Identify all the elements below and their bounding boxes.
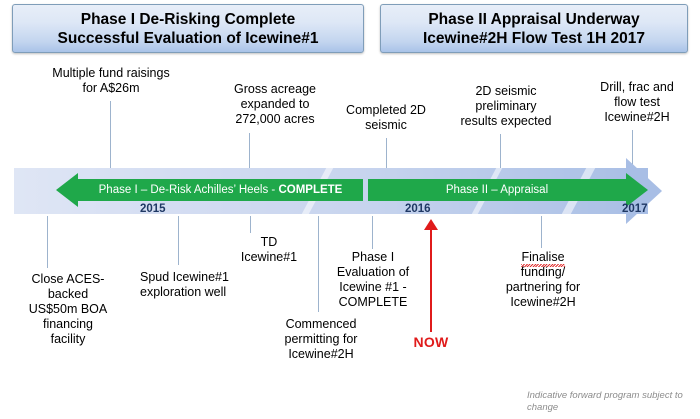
now-arrow-shaft xyxy=(430,228,432,332)
callout-2d-seismic-preliminary: 2D seismic preliminary results expected xyxy=(460,84,552,128)
now-label: NOW xyxy=(413,334,449,350)
callout-drill-frac-flow-test: Drill, frac and flow test Icewine#2H xyxy=(600,80,674,124)
callout-td-icewine1: TD Icewine#1 xyxy=(240,235,298,264)
banner-phase-1-line1: Phase I De-Risking Complete xyxy=(80,11,296,28)
leader-line-completed-2d-seismic xyxy=(386,138,387,181)
callout-spud-icewine1: Spud Icewine#1 exploration well xyxy=(140,270,229,299)
leader-line-fund-raisings xyxy=(110,101,111,181)
leader-line-2d-seismic-preliminary xyxy=(500,134,501,181)
callout-finalise-funding: Finalise funding/ partnering for Icewine… xyxy=(482,250,604,310)
leader-line-spud-icewine1 xyxy=(178,216,179,265)
callout-gross-acreage: Gross acreage expanded to 272,000 acres xyxy=(234,82,316,126)
phase-2-arrow-label: Phase II – Appraisal xyxy=(445,184,549,196)
callout-multiple-fund-raisings: Multiple fund raisings for A$26m xyxy=(52,66,170,95)
callout-commenced-permitting: Commenced permitting for Icewine#2H xyxy=(284,317,358,361)
year-label-2015: 2015 xyxy=(140,203,166,215)
now-arrow-icon xyxy=(424,219,438,230)
footnote-text: Indicative forward program subject to ch… xyxy=(527,390,683,413)
leader-line-drill-frac-flow-test xyxy=(632,130,633,181)
year-label-2017: 2017 xyxy=(622,203,648,215)
finalise-word: Finalise xyxy=(521,250,565,267)
finalise-rest: funding/ partnering for Icewine#2H xyxy=(505,265,581,309)
banner-phase-1: Phase I De-Risking Complete Successful E… xyxy=(12,4,364,53)
leader-line-finalise-funding xyxy=(541,216,542,248)
phase-2-arrow: Phase II – Appraisal xyxy=(368,179,626,201)
banner-phase-1-line2: Successful Evaluation of Icewine#1 xyxy=(57,30,319,47)
banner-phase-2-line1: Phase II Appraisal Underway xyxy=(428,11,640,28)
callout-close-aces-facility: Close ACES- backed US$50m BOA financing … xyxy=(28,272,108,346)
banner-phase-2-line2: Icewine#2H Flow Test 1H 2017 xyxy=(423,30,645,47)
year-label-2016: 2016 xyxy=(405,203,431,215)
leader-line-gross-acreage xyxy=(249,133,250,181)
callout-completed-2d-seismic: Completed 2D seismic xyxy=(346,103,426,132)
leader-line-td-icewine1 xyxy=(250,216,251,233)
phase-1-arrow: Phase I – De-Risk Achilles’ Heels - COMP… xyxy=(78,179,363,201)
leader-line-phase1-evaluation xyxy=(372,216,373,249)
leader-line-commenced-permitting xyxy=(318,216,319,312)
leader-line-close-aces xyxy=(47,216,48,268)
callout-phase1-evaluation: Phase I Evaluation of Icewine #1 - COMPL… xyxy=(336,250,410,309)
phase-1-arrow-label: Phase I – De-Risk Achilles’ Heels - COMP… xyxy=(98,184,343,196)
phase-1-arrowhead-icon xyxy=(56,173,78,207)
banner-phase-2: Phase II Appraisal Underway Icewine#2H F… xyxy=(380,4,688,53)
phase-2-arrowhead-icon xyxy=(626,173,648,207)
